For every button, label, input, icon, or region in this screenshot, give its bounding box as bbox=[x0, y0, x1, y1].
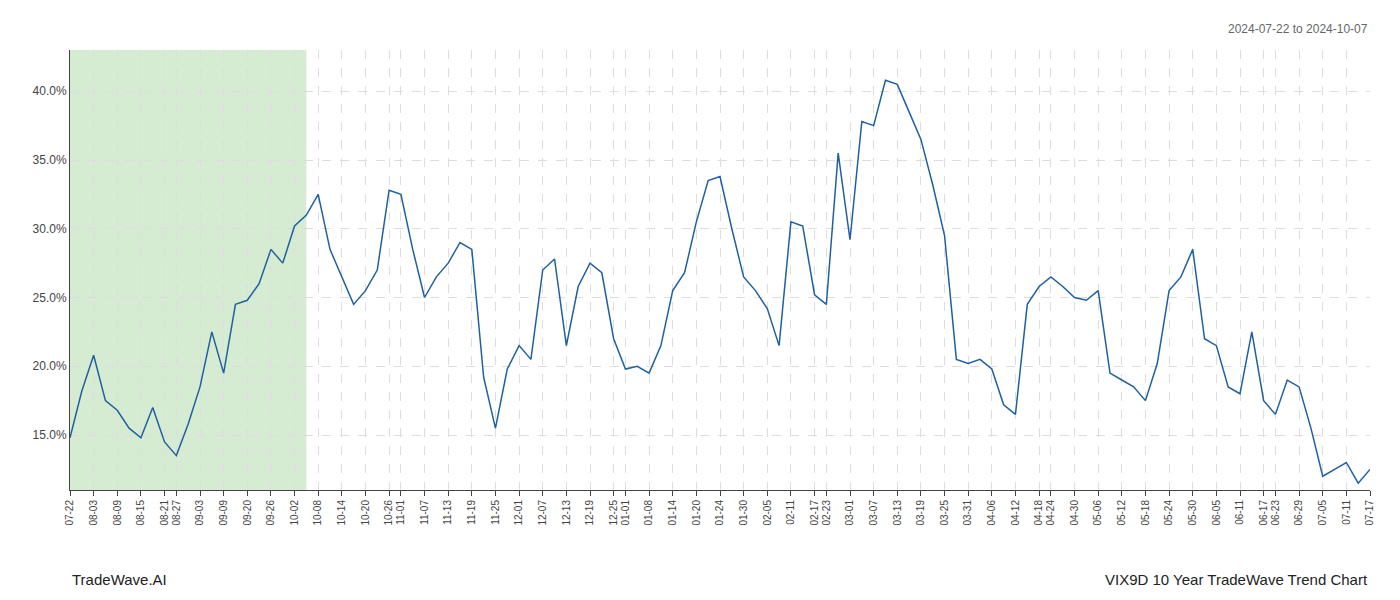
svg-text:06-17: 06-17 bbox=[1258, 500, 1269, 526]
svg-text:12-19: 12-19 bbox=[584, 500, 595, 526]
svg-text:15.0%: 15.0% bbox=[33, 428, 67, 442]
svg-text:06-23: 06-23 bbox=[1270, 500, 1281, 526]
svg-text:07-11: 07-11 bbox=[1341, 500, 1352, 525]
svg-text:TradeWave.AI: TradeWave.AI bbox=[72, 571, 167, 588]
svg-text:01-08: 01-08 bbox=[643, 500, 654, 526]
svg-text:09-26: 09-26 bbox=[265, 500, 276, 526]
svg-text:01-14: 01-14 bbox=[667, 500, 678, 526]
svg-text:06-05: 06-05 bbox=[1211, 500, 1222, 526]
svg-text:12-13: 12-13 bbox=[561, 500, 572, 526]
svg-text:01-01: 01-01 bbox=[620, 500, 631, 526]
svg-text:01-24: 01-24 bbox=[714, 500, 725, 526]
svg-text:11-13: 11-13 bbox=[442, 500, 453, 525]
svg-text:2024-07-22 to 2024-10-07: 2024-07-22 to 2024-10-07 bbox=[1228, 22, 1368, 36]
svg-text:08-27: 08-27 bbox=[171, 500, 182, 526]
svg-text:05-18: 05-18 bbox=[1140, 500, 1151, 526]
svg-text:06-11: 06-11 bbox=[1234, 500, 1245, 525]
svg-text:03-31: 03-31 bbox=[962, 500, 973, 526]
svg-text:11-19: 11-19 bbox=[466, 500, 477, 525]
svg-text:12-25: 12-25 bbox=[608, 500, 619, 526]
svg-text:03-01: 03-01 bbox=[844, 500, 855, 526]
svg-text:10-14: 10-14 bbox=[336, 500, 347, 526]
svg-text:06-29: 06-29 bbox=[1293, 500, 1304, 526]
svg-text:04-24: 04-24 bbox=[1045, 500, 1056, 526]
svg-text:09-09: 09-09 bbox=[218, 500, 229, 526]
svg-text:10-20: 10-20 bbox=[360, 500, 371, 526]
svg-text:12-07: 12-07 bbox=[537, 500, 548, 526]
svg-text:04-18: 04-18 bbox=[1033, 500, 1044, 526]
svg-text:03-25: 03-25 bbox=[939, 500, 950, 526]
svg-text:09-03: 09-03 bbox=[194, 500, 205, 526]
svg-text:11-25: 11-25 bbox=[490, 500, 501, 525]
svg-text:02-05: 02-05 bbox=[762, 500, 773, 526]
svg-text:25.0%: 25.0% bbox=[33, 291, 67, 305]
svg-text:08-21: 08-21 bbox=[159, 500, 170, 526]
svg-text:VIX9D 10 Year TradeWave Trend: VIX9D 10 Year TradeWave Trend Chart bbox=[1105, 571, 1368, 588]
svg-text:07-05: 07-05 bbox=[1317, 500, 1328, 526]
svg-text:35.0%: 35.0% bbox=[33, 153, 67, 167]
svg-text:04-30: 04-30 bbox=[1069, 500, 1080, 526]
svg-text:04-06: 04-06 bbox=[986, 500, 997, 526]
svg-text:05-24: 05-24 bbox=[1163, 500, 1174, 526]
svg-text:02-11: 02-11 bbox=[785, 500, 796, 525]
svg-text:09-20: 09-20 bbox=[242, 500, 253, 526]
svg-text:02-23: 02-23 bbox=[821, 500, 832, 526]
svg-text:12-01: 12-01 bbox=[513, 500, 524, 526]
svg-text:02-17: 02-17 bbox=[809, 500, 820, 526]
svg-text:05-06: 05-06 bbox=[1092, 500, 1103, 526]
svg-text:10-08: 10-08 bbox=[312, 500, 323, 526]
svg-text:30.0%: 30.0% bbox=[33, 222, 67, 236]
svg-text:20.0%: 20.0% bbox=[33, 359, 67, 373]
svg-text:07-17: 07-17 bbox=[1364, 500, 1375, 526]
svg-text:04-12: 04-12 bbox=[1010, 500, 1021, 526]
svg-text:03-07: 03-07 bbox=[868, 500, 879, 526]
svg-text:11-01: 11-01 bbox=[395, 500, 406, 525]
svg-text:07-22: 07-22 bbox=[64, 500, 75, 526]
svg-text:10-02: 10-02 bbox=[289, 500, 300, 526]
svg-text:05-30: 05-30 bbox=[1187, 500, 1198, 526]
svg-text:01-20: 01-20 bbox=[691, 500, 702, 526]
svg-text:01-30: 01-30 bbox=[738, 500, 749, 526]
svg-text:10-26: 10-26 bbox=[383, 500, 394, 526]
svg-text:08-15: 08-15 bbox=[135, 500, 146, 526]
svg-text:08-03: 08-03 bbox=[88, 500, 99, 526]
svg-text:11-07: 11-07 bbox=[419, 500, 430, 525]
svg-text:08-09: 08-09 bbox=[112, 500, 123, 526]
svg-text:03-19: 03-19 bbox=[915, 500, 926, 526]
svg-text:40.0%: 40.0% bbox=[33, 84, 67, 98]
svg-text:05-12: 05-12 bbox=[1116, 500, 1127, 526]
svg-text:03-13: 03-13 bbox=[892, 500, 903, 526]
